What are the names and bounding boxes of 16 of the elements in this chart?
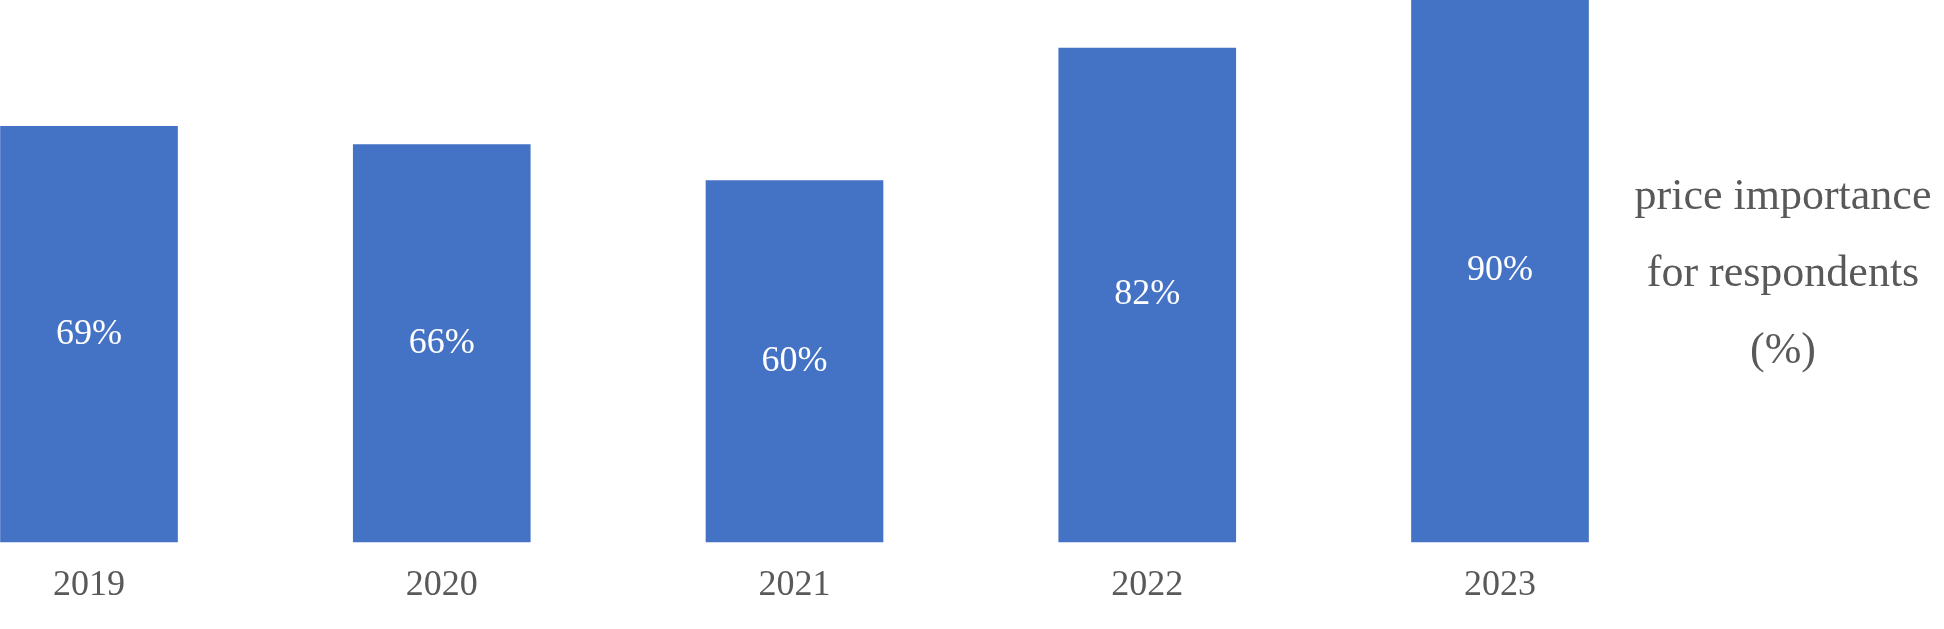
data-label: 90% (1467, 248, 1533, 289)
data-label: 69% (56, 311, 122, 352)
data-label: 82% (1114, 272, 1181, 313)
bar (0, 126, 178, 543)
bar (705, 180, 884, 543)
y-axis-title: price importance for respondents (%) (1633, 169, 1933, 375)
x-tick-label: 2023 (1464, 562, 1536, 603)
x-tick-label: 2021 (758, 562, 831, 603)
data-label: 60% (761, 338, 828, 379)
bar (1411, 0, 1589, 543)
data-label: 66% (408, 320, 475, 361)
x-tick-label: 2019 (53, 562, 125, 603)
x-tick-label: 2020 (405, 562, 478, 603)
x-tick-label: 2022 (1111, 562, 1184, 603)
bar (1058, 47, 1237, 543)
bar (352, 144, 531, 543)
